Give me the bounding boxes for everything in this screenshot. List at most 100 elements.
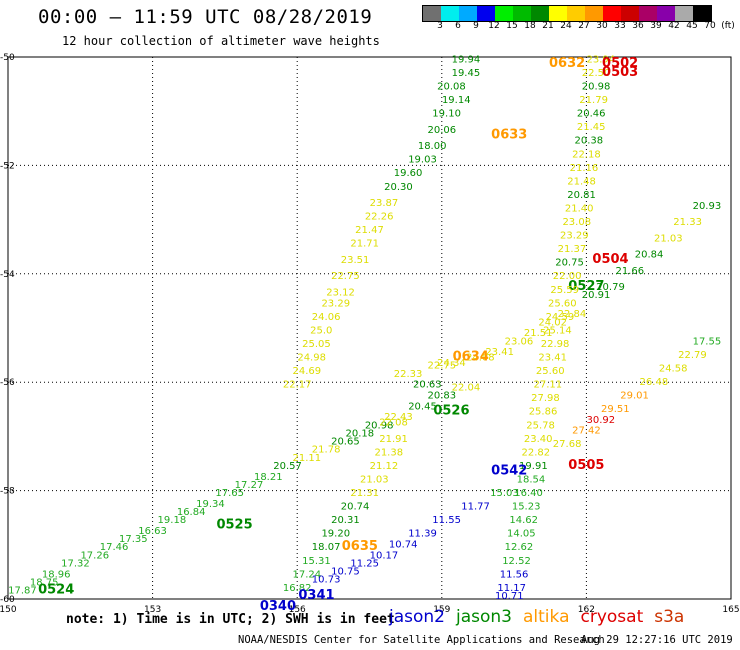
wave-height-value: 27.98 [531, 393, 560, 404]
wave-height-value: 24.34 [437, 358, 466, 369]
colorbar-label: 21 [542, 21, 554, 31]
wave-height-value: 23.94 [587, 54, 616, 65]
wave-height-value: 22.26 [365, 212, 394, 223]
wave-height-value: 11.77 [461, 502, 490, 513]
wave-height-value: 20.06 [427, 125, 456, 136]
wave-height-value: 21.37 [558, 244, 587, 255]
colorbar-label: 18 [524, 21, 536, 31]
pass-label: 0632 [549, 56, 585, 71]
colorbar-label: 33 [614, 21, 626, 31]
wave-height-value: 10.71 [495, 591, 524, 602]
pass-label: 0504 [592, 252, 628, 267]
lon-tick-label: 153 [144, 605, 161, 615]
colorbar-swatch [675, 6, 693, 21]
wave-height-value: 24.58 [659, 363, 688, 374]
wave-height-value: 15.23 [512, 502, 541, 513]
colorbar-swatch [477, 6, 495, 21]
wave-height-value: 21.47 [355, 225, 384, 236]
wave-height-value: 25.59 [550, 285, 579, 296]
wave-height-value: 23.51 [341, 255, 370, 266]
colorbar-label: 45 [686, 21, 698, 31]
wave-height-value: 16.40 [514, 488, 543, 499]
wave-height-value: 21.31 [350, 488, 379, 499]
wave-height-value: 21.38 [374, 447, 403, 458]
wave-height-value: 15.03 [490, 488, 519, 499]
wave-height-value: 18.07 [312, 542, 341, 553]
wave-height-value: 17.27 [235, 480, 264, 491]
lat-tick-label: -60 [0, 595, 15, 605]
legend-jason2: jason2 [389, 607, 445, 627]
pass-label: 0502 [602, 56, 638, 71]
pass-label: 0634 [453, 350, 489, 365]
wave-height-value: 25.60 [548, 298, 577, 309]
wave-height-value: 19.94 [452, 54, 481, 65]
pass-label: 0526 [433, 404, 469, 419]
wave-height-value: 25.14 [543, 325, 572, 336]
pass-label: 0524 [38, 583, 74, 598]
wave-height-value: 29.01 [620, 390, 649, 401]
colorbar-swatch [513, 6, 531, 21]
wave-height-value: 21.48 [567, 176, 596, 187]
wave-height-value: 17.55 [693, 336, 722, 347]
colorbar-swatch [441, 6, 459, 21]
wave-height-value: 15.31 [302, 556, 331, 567]
wave-height-value: 10.17 [370, 550, 399, 561]
colorbar-label: 70 [704, 21, 716, 31]
wave-height-value: 19.45 [452, 68, 481, 79]
wave-height-value: 20.93 [693, 201, 722, 212]
satellite-legend: jason2 jason3 altika cryosat s3a [389, 607, 695, 627]
wave-height-value: 21.45 [577, 122, 606, 133]
colorbar-label: 9 [473, 21, 479, 31]
pass-label: 0505 [568, 458, 604, 473]
wave-height-value: 21.03 [654, 233, 683, 244]
colorbar-label: 6 [455, 21, 461, 31]
wave-height-value: 16.84 [177, 507, 206, 518]
wave-height-value: 20.81 [567, 190, 596, 201]
lon-tick-label: 162 [578, 605, 595, 615]
wave-height-value: 21.51 [524, 328, 553, 339]
colorbar-label: 27 [578, 21, 590, 31]
colorbar-swatch [495, 6, 513, 21]
wave-height-value: 20.38 [574, 136, 603, 147]
wave-height-value: 16.63 [138, 526, 167, 537]
map-title: 00:00 – 11:59 UTC 08/28/2019 [38, 6, 373, 28]
wave-height-value: 10.73 [312, 575, 341, 586]
lat-tick-label: -52 [0, 161, 15, 171]
wave-height-value: 22.84 [558, 309, 587, 320]
wave-height-value: 22.33 [394, 369, 423, 380]
wave-height-value: 19.14 [442, 95, 471, 106]
wave-height-value: 21.79 [579, 95, 608, 106]
wave-height-value: 21.11 [293, 453, 322, 464]
colorbar-swatch [657, 6, 675, 21]
wave-height-value: 20.98 [582, 82, 611, 93]
pass-label: 0525 [216, 518, 252, 533]
wave-height-value: 23.41 [485, 347, 514, 358]
wave-height-value: 25.78 [526, 420, 555, 431]
wave-height-value: 22.75 [427, 361, 456, 372]
wave-height-value: 22.79 [678, 350, 707, 361]
lat-tick-label: -56 [0, 378, 15, 388]
credit-text: NOAA/NESDIS Center for Satellite Applica… [238, 634, 605, 646]
wave-height-value: 20.30 [384, 182, 413, 193]
wave-height-value: 23.29 [321, 298, 350, 309]
wave-height-value: 22.82 [521, 447, 550, 458]
wave-height-value: 21.91 [379, 434, 408, 445]
wave-height-value: 21.03 [360, 474, 389, 485]
wave-height-value: 11.55 [432, 515, 461, 526]
wave-height-value: 17.32 [61, 558, 90, 569]
wave-height-value: 20.74 [341, 502, 370, 513]
wave-height-value: 22.98 [541, 339, 570, 350]
wave-height-value: 19.03 [408, 155, 437, 166]
wave-height-value: 26.48 [640, 377, 669, 388]
colorbar-swatch [603, 6, 621, 21]
wave-height-value: 21.71 [350, 239, 379, 250]
wave-height-value: 24.98 [297, 353, 326, 364]
lon-tick-label: 159 [433, 605, 450, 615]
wave-height-value: 20.75 [555, 258, 584, 269]
colorbar-label: 15 [506, 21, 518, 31]
wave-height-value: 14.62 [509, 515, 538, 526]
colorbar-swatch [549, 6, 567, 21]
colorbar-swatch [531, 6, 549, 21]
wave-height-value: 10.74 [389, 540, 418, 551]
wave-height-value: 17.46 [100, 542, 129, 553]
